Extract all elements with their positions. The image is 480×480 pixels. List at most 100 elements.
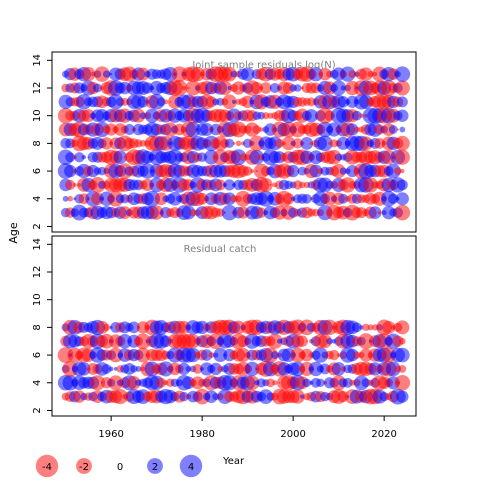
- catch-residual-bubble: [395, 320, 410, 335]
- catch-residual-bubble: [385, 361, 401, 377]
- joint-residual-bubble: [338, 193, 349, 204]
- legend: -4 -2 0 2 4: [35, 454, 203, 478]
- catch-residual-bubble: [186, 334, 201, 349]
- joint-residual-bubble: [262, 112, 270, 120]
- joint-residual-bubble: [222, 66, 237, 82]
- catch-residual-bubble: [398, 365, 407, 373]
- catch-residual-bubble: [272, 380, 278, 386]
- catch-residual-bubble: [382, 320, 396, 334]
- joint-residual-bubble: [396, 179, 408, 191]
- joint-residual-bubble: [394, 204, 411, 221]
- joint-residual-bubble: [299, 181, 306, 189]
- joint-residual-bubble: [185, 80, 201, 96]
- catch-residual-bubble: [362, 323, 370, 332]
- y-tick-label: 14: [32, 238, 43, 251]
- y-tick-label: 2: [32, 407, 43, 413]
- catch-residual-bubble: [128, 321, 140, 334]
- joint-residual-bubble: [322, 191, 337, 206]
- joint-residual-bubble: [309, 141, 314, 146]
- joint-residual-bubble: [256, 207, 267, 218]
- joint-residual-bubble: [334, 153, 343, 161]
- catch-residual-bubble: [342, 377, 353, 388]
- catch-residual-bubble: [231, 320, 246, 335]
- joint-residual-bubble: [250, 169, 255, 174]
- joint-residual-bubble: [387, 193, 399, 205]
- joint-residual-bubble: [200, 123, 214, 137]
- catch-residual-bubble: [302, 378, 312, 388]
- catch-residual-bubble: [290, 347, 306, 363]
- legend-bubble: [35, 454, 59, 478]
- catch-residual-bubble: [213, 348, 228, 363]
- y-axis-label: Age: [7, 222, 20, 244]
- joint-residual-bubble: [301, 193, 312, 204]
- x-tick-label: 2020: [371, 429, 396, 440]
- catch-residual-bubble: [316, 378, 325, 387]
- joint-residual-bubble: [94, 66, 110, 82]
- joint-residual-bubble: [67, 195, 74, 202]
- joint-residual-bubble: [259, 127, 264, 132]
- joint-residual-bubble: [196, 192, 209, 205]
- joint-residual-bubble: [340, 85, 346, 91]
- y-tick-label: 8: [32, 324, 43, 330]
- legend-label: 2: [152, 462, 158, 473]
- joint-residual-bubble: [81, 155, 87, 160]
- catch-residual-bubble: [361, 378, 371, 388]
- legend-bubble: [147, 458, 163, 474]
- catch-residual-bubble: [358, 333, 374, 350]
- joint-residual-bubble: [269, 183, 272, 187]
- joint-residual-bubble: [368, 206, 382, 219]
- legend-bubble: [76, 458, 92, 474]
- catch-residual-bubble: [331, 362, 346, 376]
- y-tick-label: 14: [32, 54, 43, 67]
- joint-residual-bubble: [308, 66, 324, 82]
- joint-residual-bubble: [154, 192, 168, 206]
- joint-residual-bubble: [102, 70, 111, 78]
- legend-label: 0: [117, 462, 123, 473]
- joint-residual-bubble: [331, 164, 346, 179]
- catch-residual-bubble: [367, 324, 374, 331]
- joint-residual-bubble: [74, 152, 85, 163]
- joint-residual-bubble: [399, 126, 406, 133]
- catch-residual-bubble: [135, 333, 151, 349]
- joint-residual-bubble: [348, 70, 357, 79]
- joint-residual-bubble: [149, 205, 164, 220]
- catch-residual-bubble: [394, 375, 411, 391]
- joint-residual-bubble: [223, 179, 236, 191]
- y-tick-label: 4: [32, 380, 43, 386]
- joint-residual-bubble: [292, 138, 303, 149]
- joint-residual-bubble: [167, 191, 182, 206]
- joint-residual-bubble: [374, 138, 385, 149]
- legend-label: 4: [188, 462, 194, 473]
- joint-residual-bubble: [351, 110, 362, 121]
- catch-residual-bubble: [208, 352, 215, 359]
- joint-residual-bubble: [222, 94, 237, 110]
- joint-residual-bubble: [269, 82, 281, 94]
- joint-residual-bubble: [394, 167, 402, 175]
- joint-residual-bubble: [136, 67, 150, 81]
- joint-residual-bubble: [240, 67, 255, 81]
- catch-residual-bubble: [399, 337, 406, 345]
- joint-residual-bubble: [317, 135, 333, 152]
- joint-residual-bubble: [331, 80, 347, 96]
- joint-residual-bubble: [93, 83, 102, 93]
- joint-residual-bubble: [394, 66, 411, 82]
- joint-residual-bubble: [123, 124, 135, 136]
- joint-residual-bubble: [339, 167, 347, 175]
- x-tick-label: 2000: [280, 429, 305, 440]
- bubble-layer: [57, 66, 411, 221]
- catch-residual-bubble: [326, 337, 333, 345]
- panel-joint-sample-residuals: Joint sample residuals log(N) 2 4 6 8 10 12 14: [32, 51, 417, 233]
- catch-residual-bubble: [321, 319, 338, 336]
- joint-residual-bubble: [214, 179, 226, 191]
- joint-residual-bubble: [260, 82, 272, 94]
- joint-residual-bubble: [400, 168, 405, 174]
- joint-residual-bubble: [72, 182, 77, 187]
- catch-residual-bubble: [209, 362, 223, 376]
- catch-residual-bubble: [244, 361, 260, 377]
- joint-residual-bubble: [232, 141, 236, 145]
- joint-residual-bubble: [318, 67, 332, 81]
- catch-residual-bubble: [266, 378, 275, 388]
- joint-residual-bubble: [65, 152, 76, 163]
- catch-residual-bubble: [308, 361, 324, 377]
- y-tick-label: 6: [32, 352, 43, 358]
